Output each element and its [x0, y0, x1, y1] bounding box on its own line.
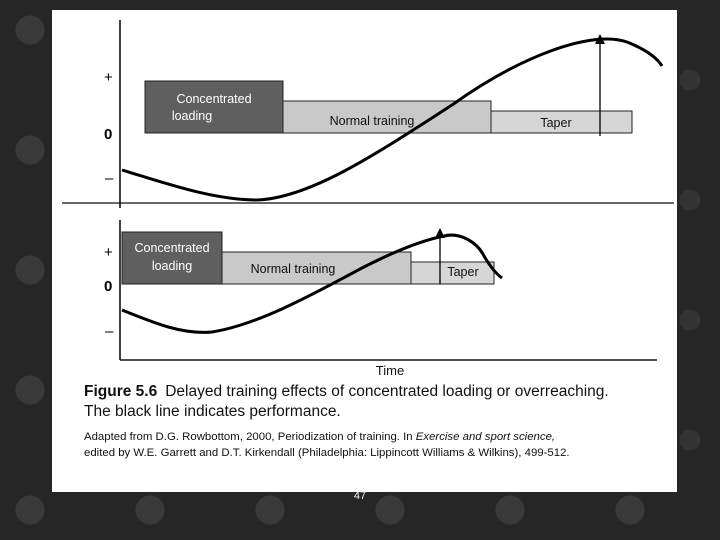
bottom-concentrated-label-1: Concentrated [134, 241, 209, 255]
page-number: 47 [353, 490, 367, 502]
bottom-concentrated-label-2: loading [152, 259, 192, 273]
figure-caption: Figure 5.6 Delayed training effects of co… [84, 382, 674, 461]
caption-line-2: The black line indicates performance. [84, 403, 341, 420]
bottom-panel: + 0 – Concentrated loading Normal traini… [104, 220, 657, 378]
top-concentrated-bar [144, 80, 284, 134]
slide-page: + 0 – Concentrated loading Normal traini… [52, 10, 677, 492]
bottom-minus-symbol: – [105, 323, 114, 340]
top-zero-symbol: 0 [104, 126, 112, 143]
bottom-taper-bar [410, 261, 495, 285]
bottom-zero-symbol: 0 [104, 278, 112, 295]
bottom-plus-symbol: + [104, 244, 113, 261]
caption-title: Delayed training effects of concentrated… [165, 383, 609, 400]
top-taper-bar [490, 110, 633, 134]
figure-diagram: + 0 – Concentrated loading Normal traini… [62, 20, 674, 378]
top-performance-line [121, 37, 664, 202]
bottom-concentrated-bar [121, 231, 223, 285]
top-plus-symbol: + [104, 69, 113, 86]
bottom-performance-line-decline [443, 233, 503, 280]
bottom-normal-training-label: Normal training [251, 262, 336, 276]
top-arrow-head [595, 34, 605, 44]
bottom-normal-training-bar [221, 251, 412, 285]
figure-label: Figure 5.6 [84, 383, 158, 400]
x-axis-label-time: Time [376, 363, 404, 378]
source-prefix: Adapted from D.G. Rowbottom, 2000, Perio… [84, 431, 416, 443]
top-taper-label: Taper [540, 116, 571, 130]
bottom-performance-line-rise [121, 234, 445, 334]
bottom-taper-label: Taper [447, 265, 478, 279]
caption-line-1: Figure 5.6 Delayed training effects of co… [84, 382, 674, 402]
figure-source-citation: Adapted from D.G. Rowbottom, 2000, Perio… [84, 429, 674, 461]
top-concentrated-label-2: loading [172, 109, 212, 123]
top-panel: + 0 – Concentrated loading Normal traini… [104, 20, 664, 208]
top-normal-training-label: Normal training [330, 114, 415, 128]
source-book-title: Exercise and sport science, [415, 431, 556, 443]
top-concentrated-label-1: Concentrated [176, 92, 251, 106]
bottom-arrow-head [435, 228, 445, 238]
source-line-2: edited by W.E. Garrett and D.T. Kirkenda… [84, 447, 570, 459]
top-minus-symbol: – [105, 170, 114, 187]
